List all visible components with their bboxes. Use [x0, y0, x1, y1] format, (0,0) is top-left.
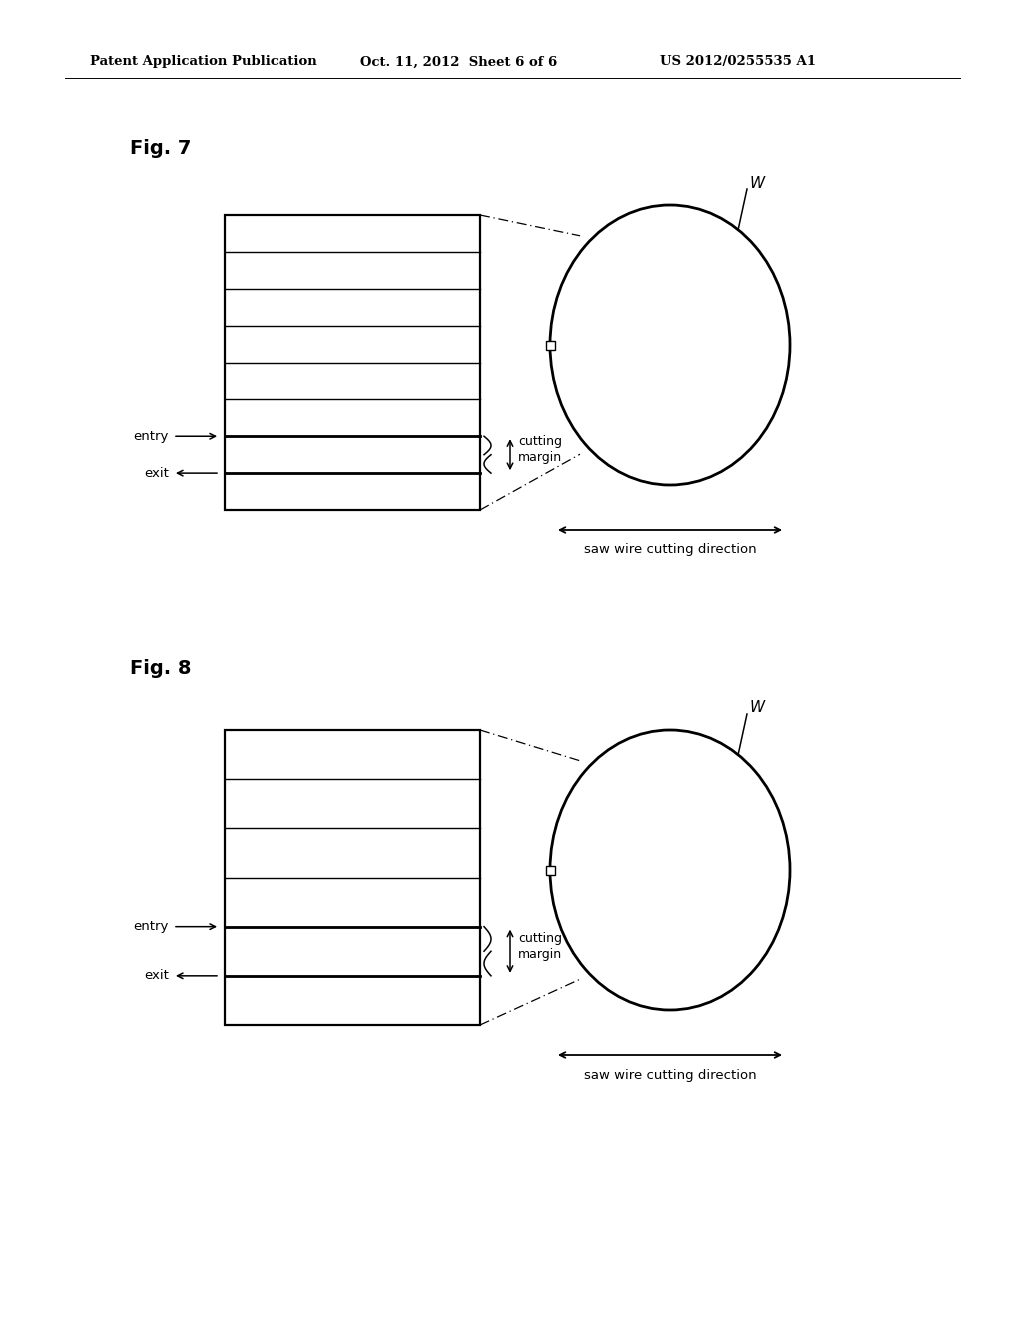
Text: Fig. 7: Fig. 7 [130, 139, 191, 157]
Bar [225, 730, 480, 1026]
Text: exit: exit [144, 467, 169, 479]
Bar [546, 866, 555, 874]
Text: exit: exit [144, 969, 169, 982]
Text: Oct. 11, 2012  Sheet 6 of 6: Oct. 11, 2012 Sheet 6 of 6 [360, 55, 557, 69]
Text: W: W [750, 701, 765, 715]
Ellipse shape [550, 730, 790, 1010]
Text: cutting
margin: cutting margin [518, 932, 562, 961]
Text: W: W [750, 176, 765, 190]
Text: cutting
margin: cutting margin [518, 436, 562, 465]
Text: Patent Application Publication: Patent Application Publication [90, 55, 316, 69]
Text: entry: entry [133, 430, 169, 442]
Text: US 2012/0255535 A1: US 2012/0255535 A1 [660, 55, 816, 69]
Text: saw wire cutting direction: saw wire cutting direction [584, 544, 757, 557]
Bar [225, 215, 480, 510]
Bar [546, 341, 555, 350]
Ellipse shape [550, 205, 790, 484]
Text: Fig. 8: Fig. 8 [130, 659, 191, 677]
Text: saw wire cutting direction: saw wire cutting direction [584, 1068, 757, 1081]
Text: entry: entry [133, 920, 169, 933]
